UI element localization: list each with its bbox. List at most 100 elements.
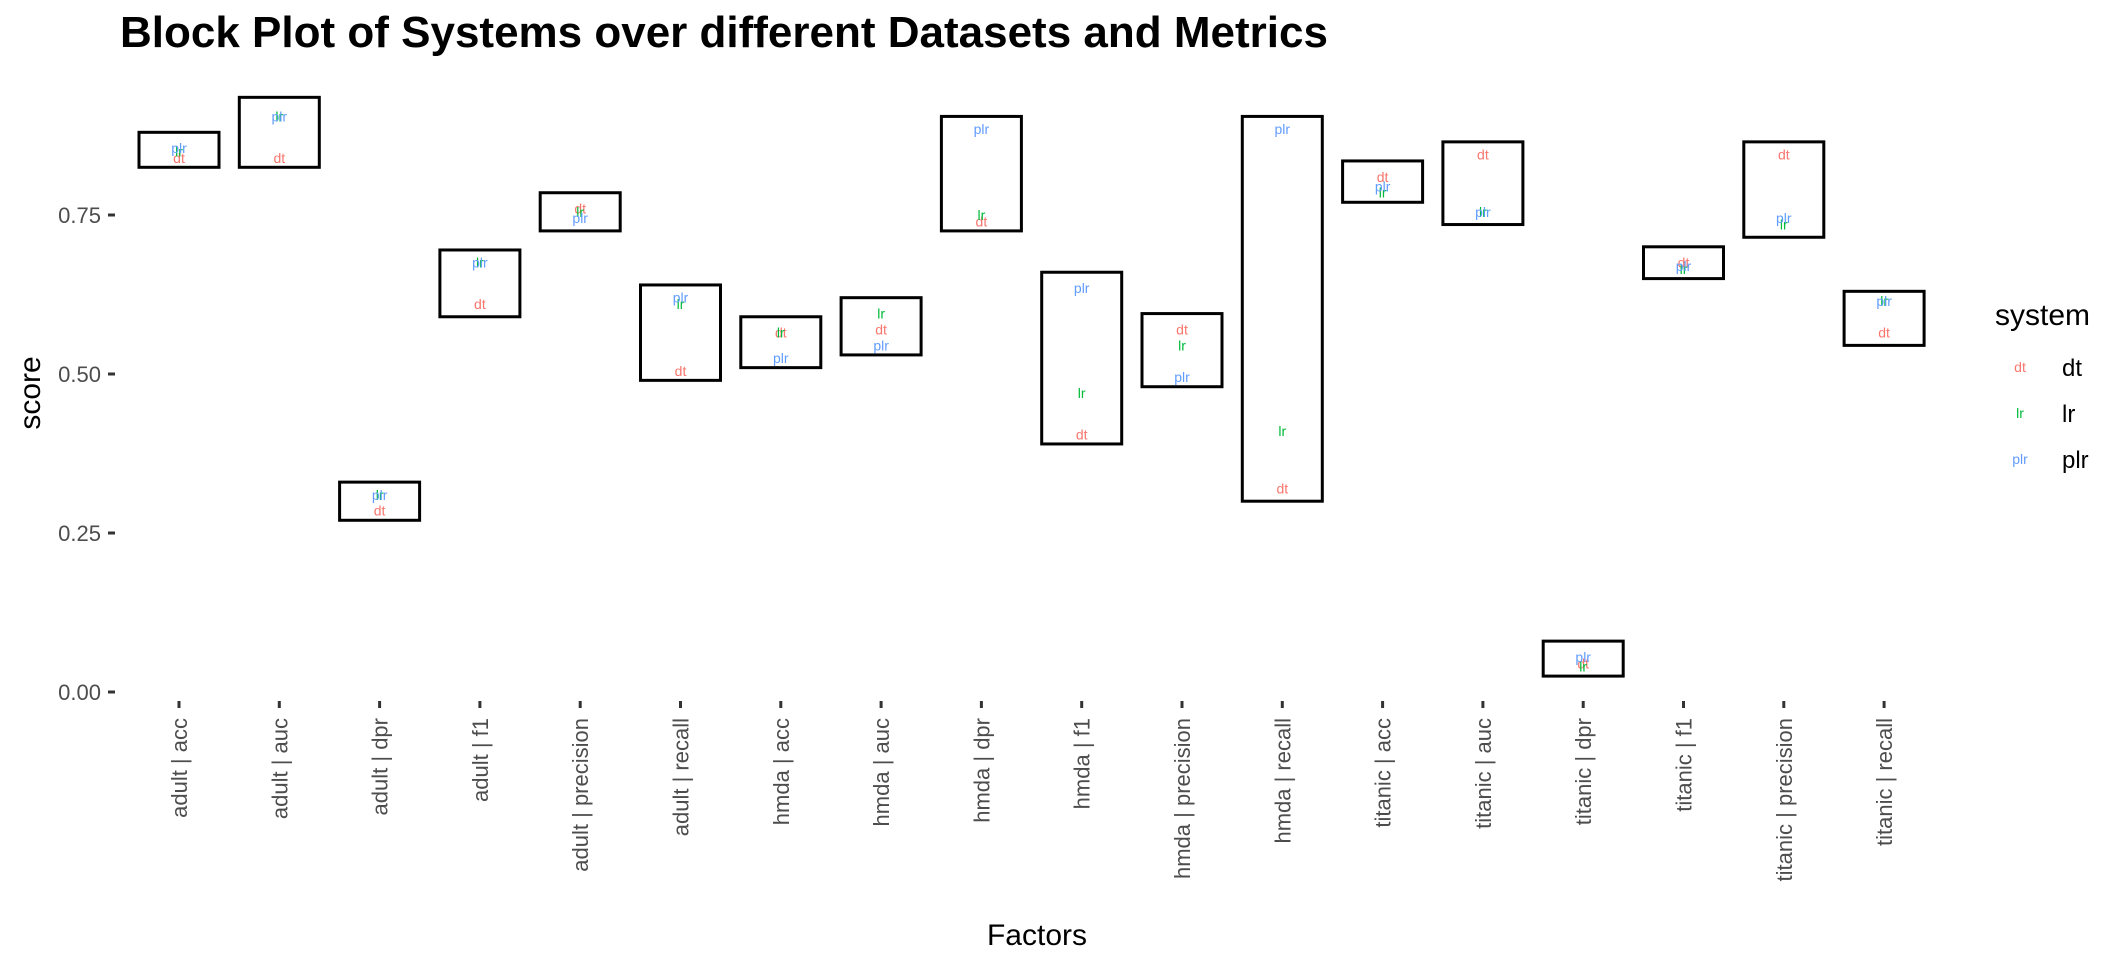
- y-tick-label: 0.75: [58, 203, 101, 228]
- point-dt: dt: [574, 201, 586, 217]
- x-tick-label: titanic | precision: [1772, 718, 1797, 881]
- block-4: [538, 191, 622, 233]
- point-lr: lr: [1178, 337, 1186, 353]
- legend: system dt dt lr lr plr plr: [1995, 299, 2090, 474]
- block-14: [1541, 639, 1625, 678]
- block-17: [1842, 289, 1926, 347]
- point-lr: lr: [978, 207, 986, 223]
- point-lr: lr: [1780, 217, 1788, 233]
- x-tick-label: hmda | recall: [1270, 718, 1295, 844]
- point-dt: dt: [1176, 321, 1188, 337]
- point-dt: dt: [1577, 655, 1589, 671]
- x-tick-label: adult | auc: [267, 718, 292, 819]
- y-tick-label: 0.25: [58, 521, 101, 546]
- point-dt: dt: [1276, 480, 1288, 496]
- x-tick-label: hmda | auc: [869, 718, 894, 826]
- legend-title: system: [1995, 299, 2090, 332]
- point-dt: dt: [976, 213, 988, 229]
- point-dt: dt: [875, 321, 887, 337]
- x-tick-label: adult | f1: [468, 718, 493, 802]
- point-plr: plr: [171, 140, 187, 156]
- point-dt: dt: [675, 363, 687, 379]
- block-8: [939, 114, 1023, 233]
- y-axis: 0.00 0.25 0.50 0.75: [58, 203, 115, 705]
- x-tick-label: titanic | acc: [1371, 718, 1396, 828]
- point-lr: lr: [576, 204, 584, 220]
- block-12: [1341, 159, 1425, 204]
- x-tick-label: titanic | dpr: [1571, 718, 1596, 825]
- y-tick-label: 0.00: [58, 680, 101, 705]
- point-plr: plr: [372, 487, 388, 503]
- legend-label-plr: plr: [2062, 447, 2089, 474]
- legend-label-lr: lr: [2062, 401, 2075, 428]
- point-dt: dt: [474, 296, 486, 312]
- legend-entries: dt dt lr lr plr plr: [2012, 355, 2088, 474]
- x-tick-label: titanic | recall: [1872, 718, 1897, 846]
- point-plr: plr: [1074, 280, 1090, 296]
- block-15: [1642, 245, 1725, 281]
- block-0: [137, 130, 221, 169]
- chart-title: Block Plot of Systems over different Dat…: [120, 8, 1328, 57]
- point-plr: plr: [1575, 649, 1591, 665]
- x-axis: adult | acc adult | auc adult | dpr adult |…: [167, 701, 1897, 881]
- block-1: [237, 95, 321, 169]
- point-dt: dt: [273, 150, 285, 166]
- block-11: [1240, 114, 1324, 503]
- point-plr: plr: [974, 121, 990, 137]
- legend-label-dt: dt: [2062, 355, 2082, 382]
- blocks-layer: [137, 95, 1926, 678]
- point-lr: lr: [677, 296, 685, 312]
- point-plr: plr: [1375, 178, 1391, 194]
- block-6: [739, 315, 823, 370]
- y-axis-title: score: [14, 356, 47, 429]
- point-plr: plr: [1475, 204, 1491, 220]
- point-dt: dt: [1778, 147, 1790, 163]
- point-dt: dt: [1477, 147, 1489, 163]
- point-lr: lr: [877, 306, 885, 322]
- x-tick-label: titanic | f1: [1672, 718, 1697, 812]
- x-tick-label: hmda | acc: [769, 718, 794, 825]
- block-13: [1441, 140, 1525, 227]
- block-16: [1742, 140, 1826, 239]
- point-lr: lr: [1278, 423, 1286, 439]
- x-tick-label: titanic | auc: [1471, 718, 1496, 829]
- point-plr: plr: [572, 210, 588, 226]
- x-tick-label: hmda | f1: [1070, 718, 1095, 809]
- point-dt: dt: [173, 150, 185, 166]
- point-lr: lr: [175, 143, 183, 159]
- point-lr: lr: [376, 487, 384, 503]
- x-tick-label: hmda | dpr: [969, 718, 994, 823]
- x-tick-label: adult | acc: [167, 718, 192, 818]
- point-dt: dt: [1076, 426, 1088, 442]
- point-lr: lr: [1579, 659, 1587, 675]
- block-3: [438, 248, 522, 319]
- point-lr: lr: [1880, 293, 1888, 309]
- x-tick-label: adult | recall: [669, 718, 694, 836]
- block-5: [639, 283, 722, 382]
- point-plr: plr: [1776, 210, 1792, 226]
- x-tick-label: adult | precision: [568, 718, 593, 872]
- point-plr: plr: [1174, 369, 1190, 385]
- point-lr: lr: [1680, 261, 1688, 277]
- point-dt: dt: [1878, 325, 1890, 341]
- point-plr: plr: [1676, 258, 1692, 274]
- point-dt: dt: [374, 503, 386, 519]
- block-7: [839, 296, 923, 357]
- y-tick-label: 0.50: [58, 362, 101, 387]
- point-dt: dt: [1678, 255, 1690, 271]
- point-lr: lr: [1379, 185, 1387, 201]
- block-9: [1040, 270, 1124, 446]
- x-axis-title: Factors: [987, 919, 1087, 952]
- point-plr: plr: [1275, 121, 1291, 137]
- point-plr: plr: [472, 255, 488, 271]
- point-plr: plr: [272, 108, 288, 124]
- point-lr: lr: [1078, 385, 1086, 401]
- point-lr: lr: [275, 108, 283, 124]
- legend-key-plr: plr: [2012, 451, 2028, 467]
- point-plr: plr: [773, 350, 789, 366]
- legend-key-lr: lr: [2016, 405, 2024, 421]
- point-lr: lr: [476, 255, 484, 271]
- point-lr: lr: [777, 325, 785, 341]
- point-plr: plr: [673, 290, 689, 306]
